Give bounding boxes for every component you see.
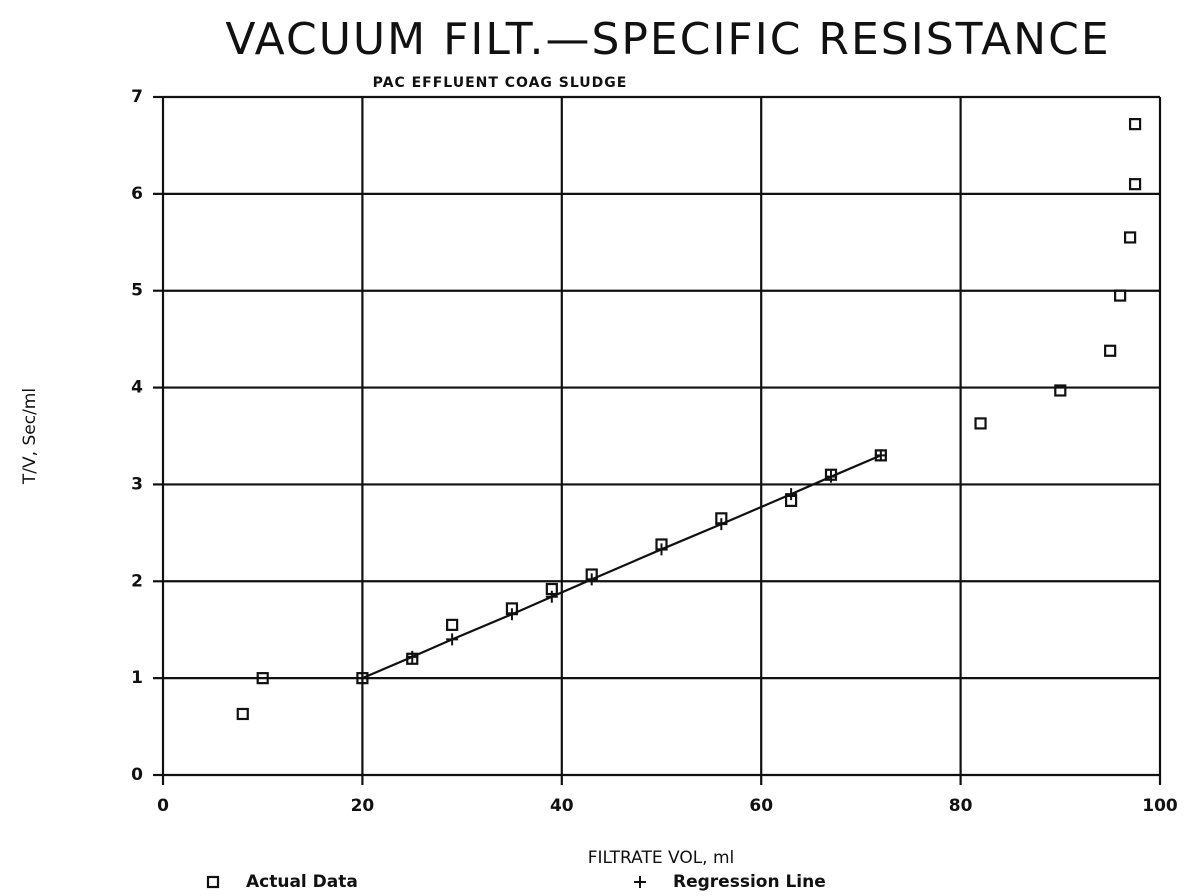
- data-point: [585, 573, 598, 586]
- data-point: [256, 672, 269, 685]
- chart-subtitle: PAC EFFLUENT COAG SLUDGE: [373, 75, 628, 91]
- data-point: [715, 518, 728, 531]
- x-tick-label: 20: [351, 796, 375, 816]
- y-tick-label: 1: [131, 668, 143, 688]
- x-tick-label: 40: [550, 796, 574, 816]
- data-point: [974, 417, 987, 430]
- legend-marker: [634, 876, 646, 888]
- data-point: [1104, 344, 1117, 357]
- data-point: [356, 672, 369, 685]
- data-point: [505, 608, 518, 621]
- y-tick-label: 2: [131, 571, 143, 591]
- data-point: [1114, 289, 1127, 302]
- x-tick-label: 100: [1142, 796, 1178, 816]
- data-point: [1054, 384, 1067, 397]
- data-point: [446, 618, 459, 631]
- data-point: [236, 707, 249, 721]
- data-point: [1128, 118, 1142, 131]
- y-tick-label: 0: [131, 765, 143, 785]
- data-point: [785, 488, 798, 501]
- legend-label: Regression Line: [673, 872, 826, 892]
- chart-title: VACUUM FILT.—SPECIFIC RESISTANCE: [225, 14, 1110, 65]
- x-tick-label: 80: [949, 796, 973, 816]
- data-point: [824, 470, 837, 483]
- y-tick-label: 6: [131, 184, 143, 204]
- legend-marker: [206, 875, 220, 889]
- data-point: [446, 633, 459, 646]
- data-point: [655, 543, 668, 556]
- y-tick-label: 3: [131, 474, 143, 494]
- data-point: [1123, 231, 1137, 244]
- data-point: [1128, 178, 1142, 191]
- data-point: [545, 590, 558, 603]
- x-tick-label: 0: [157, 796, 169, 816]
- y-tick-label: 5: [131, 281, 143, 301]
- data-point: [874, 449, 887, 462]
- x-tick-label: 60: [749, 796, 773, 816]
- y-axis-label: T/V, Sec/ml: [20, 388, 40, 485]
- y-tick-label: 4: [131, 378, 143, 398]
- regression-line: [361, 454, 882, 680]
- y-tick-label: 7: [131, 87, 143, 107]
- data-point: [406, 650, 419, 663]
- legend-label: Actual Data: [246, 872, 358, 892]
- x-axis-label: FILTRATE VOL, ml: [588, 848, 735, 868]
